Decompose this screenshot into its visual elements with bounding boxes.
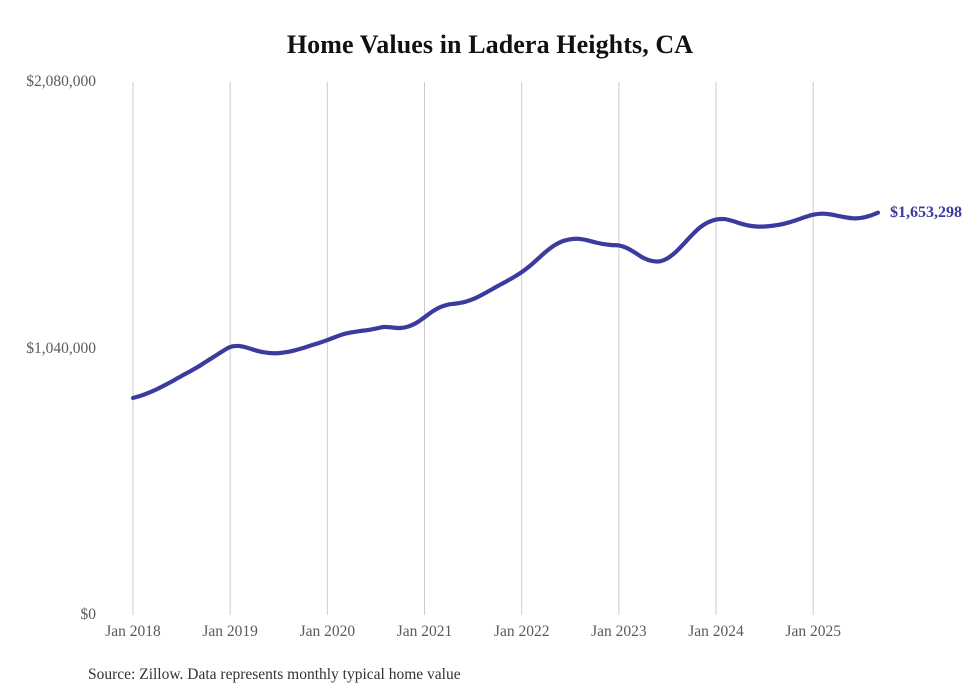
end-value-annotation: $1,653,298: [890, 203, 962, 221]
source-footnote: Source: Zillow. Data represents monthly …: [88, 666, 461, 683]
x-tick-label: Jan 2023: [591, 623, 647, 640]
y-tick-label: $0: [80, 606, 97, 623]
x-tick-label: Jan 2019: [202, 623, 258, 640]
x-tick-label: Jan 2020: [299, 623, 356, 640]
x-tick-label: Jan 2018: [105, 623, 161, 640]
home-value-line-series: [130, 210, 881, 401]
x-tick-label: Jan 2025: [785, 623, 841, 640]
chart-title: Home Values in Ladera Heights, CA: [286, 30, 694, 59]
y-tick-label: $2,080,000: [26, 73, 96, 90]
vertical-gridlines: [132, 82, 814, 615]
x-tick-label: Jan 2024: [688, 623, 744, 640]
x-tick-label: Jan 2021: [396, 623, 453, 640]
x-tick-label: Jan 2022: [493, 623, 550, 640]
y-tick-label: $1,040,000: [26, 339, 96, 357]
